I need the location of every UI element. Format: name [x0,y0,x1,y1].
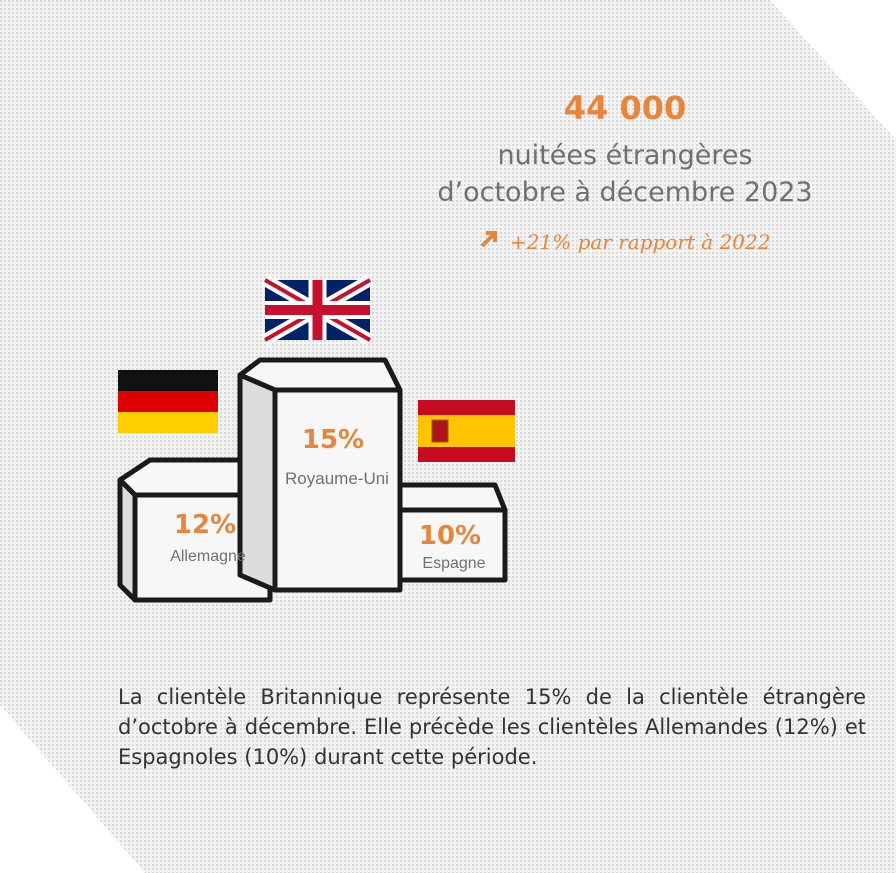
page: 44 000 nuitées étrangères d’octobre à dé… [0,0,896,873]
trend: +21% par rapport à 2022 [510,230,770,254]
country: Espagne [422,555,485,572]
country: Allemagne [170,548,246,565]
block-front [275,390,400,590]
paragraph: La clientèle Britannique représente 15% … [118,682,866,772]
headline-line: nuitées étrangères [497,140,752,171]
flag-spain [418,400,515,462]
country: Royaume-Uni [285,469,389,488]
block-top [400,485,505,510]
headline-value: 44 000 [564,89,686,127]
flag-germany [118,370,218,433]
share: 10% [419,521,481,551]
headline-line: d’octobre à décembre 2023 [437,177,812,208]
flag-uk [265,280,370,340]
share: 12% [174,510,236,540]
share: 15% [302,425,364,455]
